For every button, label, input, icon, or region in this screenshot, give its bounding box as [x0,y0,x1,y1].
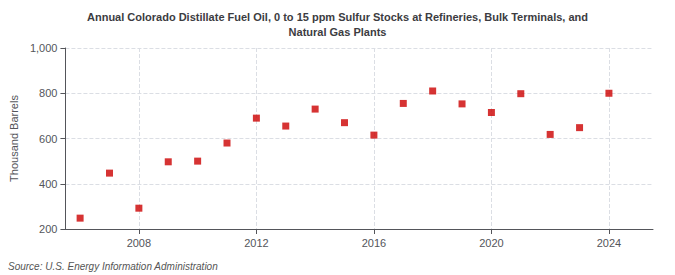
svg-text:800: 800 [39,87,57,99]
svg-text:1,000: 1,000 [30,42,58,54]
svg-text:2016: 2016 [362,237,386,249]
svg-text:600: 600 [39,133,57,145]
svg-text:200: 200 [39,223,57,235]
svg-text:Natural Gas Plants: Natural Gas Plants [289,26,387,38]
svg-text:2024: 2024 [597,237,621,249]
svg-text:Annual Colorado Distillate Fue: Annual Colorado Distillate Fuel Oil, 0 t… [87,11,588,23]
svg-text:Thousand Barrels: Thousand Barrels [8,95,20,182]
svg-text:2012: 2012 [244,237,268,249]
svg-text:2020: 2020 [479,237,503,249]
svg-text:400: 400 [39,178,57,190]
svg-text:2008: 2008 [127,237,151,249]
svg-text:Source: U.S. Energy Informatio: Source: U.S. Energy Information Administ… [8,261,218,272]
